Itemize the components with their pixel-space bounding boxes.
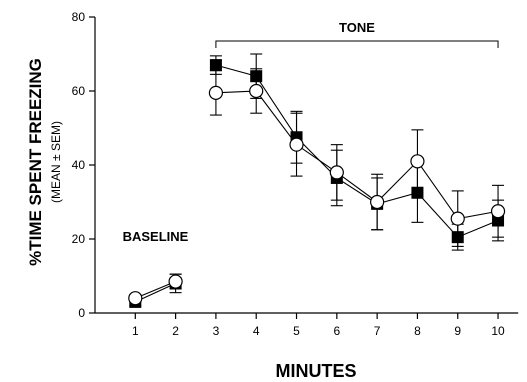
data-point-square: [209, 59, 222, 72]
x-tick-label: 2: [172, 324, 179, 338]
x-tick-label: 8: [414, 324, 421, 338]
x-tick-label: 7: [374, 324, 381, 338]
axes: 0 20 40 60 80 1 2 3 4 5 6 7 8 9 10: [72, 10, 519, 338]
tone-label: TONE: [339, 20, 375, 35]
y-tick-label: 80: [72, 10, 86, 24]
tone-bracket: [215, 40, 499, 49]
x-tick-label: 6: [333, 324, 340, 338]
data-point-circle: [128, 291, 143, 306]
tone-bracket-line: [215, 40, 499, 49]
y-axis-subtitle: (MEAN ± SEM): [49, 121, 63, 203]
data-point-circle: [208, 85, 224, 100]
data-point-circle: [249, 83, 264, 99]
data-point-circle: [329, 165, 344, 180]
data-point-circle: [490, 204, 506, 219]
series-1: [129, 53, 505, 308]
y-tick-label: 0: [78, 306, 85, 320]
data-point-circle: [168, 274, 183, 289]
y-axis-title: %TIME SPENT FREEZING: [26, 58, 45, 266]
x-tick-label: 4: [253, 324, 260, 338]
series-2: [128, 68, 506, 306]
x-axis-title: MINUTES: [276, 361, 357, 381]
data-point-circle: [289, 137, 304, 152]
y-tick-label: 60: [72, 84, 86, 98]
x-ticks: 1 2 3 4 5 6 7 8 9 10: [132, 313, 505, 338]
data-point-circle: [450, 211, 465, 226]
series-1-line: [215, 64, 499, 238]
baseline-label: BASELINE: [123, 229, 189, 244]
x-tick-label: 1: [132, 324, 139, 338]
x-tick-label: 9: [454, 324, 461, 338]
data-point-circle: [370, 194, 385, 210]
data-point-circle: [410, 154, 425, 169]
y-tick-label: 40: [72, 158, 86, 172]
x-tick-label: 3: [213, 324, 220, 338]
series-2-line: [135, 281, 176, 299]
x-tick-label: 10: [491, 324, 505, 338]
y-ticks: 0 20 40 60 80: [72, 10, 95, 320]
y-tick-label: 20: [72, 232, 86, 246]
series-2-line: [215, 90, 499, 220]
x-tick-label: 5: [293, 324, 300, 338]
plot-area: [128, 53, 506, 308]
